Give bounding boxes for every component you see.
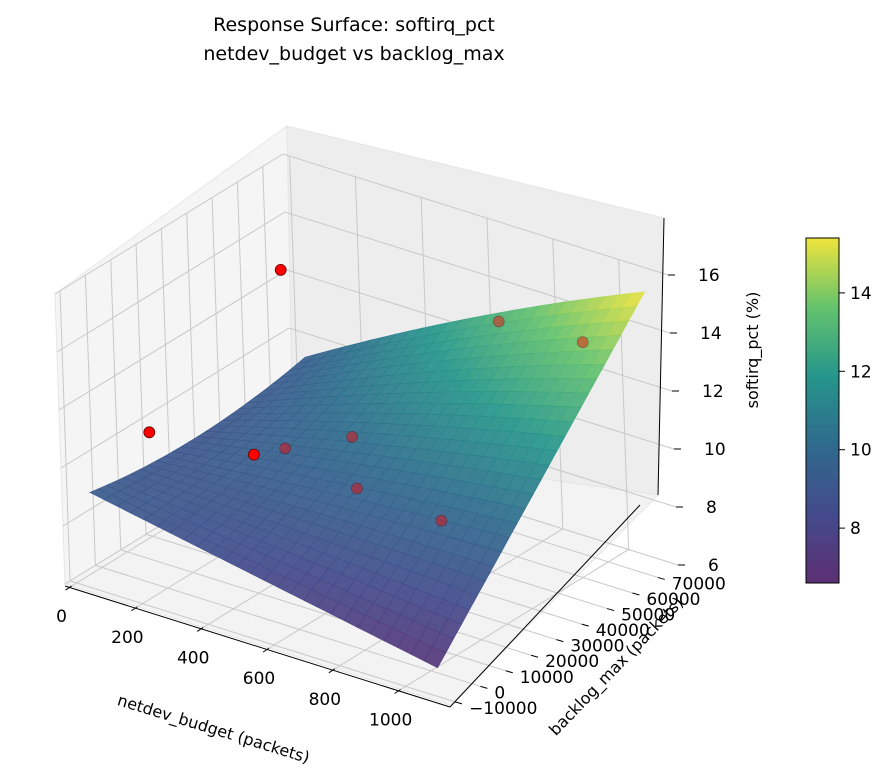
y-tick-label: 70000 <box>672 574 726 594</box>
colorbar <box>805 237 840 584</box>
x-tick <box>131 606 138 612</box>
y-tick <box>632 592 640 596</box>
colorbar-tick-label: 12 <box>850 362 872 382</box>
chart-subtitle: netdev_budget vs backlog_max <box>203 43 504 65</box>
x-tick-label: 200 <box>111 628 143 648</box>
observed-point <box>279 442 292 455</box>
observed-point <box>346 431 359 443</box>
x-axis: 0 200 400 600 800 1000 <box>56 585 451 730</box>
x-tick <box>262 647 270 653</box>
y-tick <box>480 685 488 689</box>
y-tick <box>505 670 513 674</box>
observed-point <box>274 263 287 276</box>
observed-point <box>576 336 589 349</box>
x-tick <box>328 668 336 674</box>
response-surface <box>89 291 646 669</box>
colorbar-ticks: 8 10 12 14 <box>839 284 872 539</box>
z-tick-label: 10 <box>704 440 726 460</box>
z-tick-label: 8 <box>706 498 717 518</box>
x-tick-label: 1000 <box>369 710 412 730</box>
x-tick-label: 800 <box>309 690 341 710</box>
observed-point <box>492 315 505 328</box>
x-tick <box>196 627 204 632</box>
chart-title: Response Surface: softirq_pct <box>213 14 495 36</box>
z-axis: 6 8 10 12 14 16 <box>657 217 726 576</box>
y-tick <box>556 639 564 643</box>
z-gridline <box>56 211 671 353</box>
x-tick <box>65 585 72 591</box>
y-tick-label: −10000 <box>469 699 537 719</box>
colorbar-tick-label: 10 <box>850 441 872 461</box>
y-tick-label: 60000 <box>646 590 700 610</box>
x-tick-label: 400 <box>177 648 209 668</box>
y-tick <box>581 623 589 627</box>
y-tick-label: 30000 <box>570 637 624 657</box>
y-tick <box>530 654 539 658</box>
y-tick <box>454 701 463 705</box>
colorbar-tick-label: 14 <box>850 284 872 304</box>
observed-point <box>435 514 448 527</box>
surface-cell <box>423 646 447 669</box>
x-tick-label: 600 <box>243 669 275 689</box>
y-tick <box>657 576 665 580</box>
x-tick-label: 0 <box>56 607 67 627</box>
observed-points <box>143 263 589 527</box>
y-tick <box>606 608 615 612</box>
z-axis-label: softirq_pct (%) <box>743 292 763 409</box>
y-tick-label: 40000 <box>596 621 650 641</box>
observed-point <box>143 426 156 439</box>
y-tick-label: 20000 <box>545 652 599 672</box>
z-tick-label: 16 <box>698 266 720 286</box>
z-tick-label: 14 <box>700 324 722 344</box>
z-tick-label: 12 <box>702 382 724 402</box>
y-tick-label: 0 <box>494 683 505 703</box>
observed-point <box>247 448 260 461</box>
x-tick <box>394 689 401 694</box>
observed-point <box>351 482 363 495</box>
z-gridline <box>54 153 669 295</box>
y-tick-label: 10000 <box>520 668 574 688</box>
z-tick-label: 6 <box>708 556 719 576</box>
colorbar-tick-label: 8 <box>850 519 861 539</box>
x-axis-label: netdev_budget (packets) <box>115 690 312 768</box>
y-tick-label: 50000 <box>621 606 675 626</box>
